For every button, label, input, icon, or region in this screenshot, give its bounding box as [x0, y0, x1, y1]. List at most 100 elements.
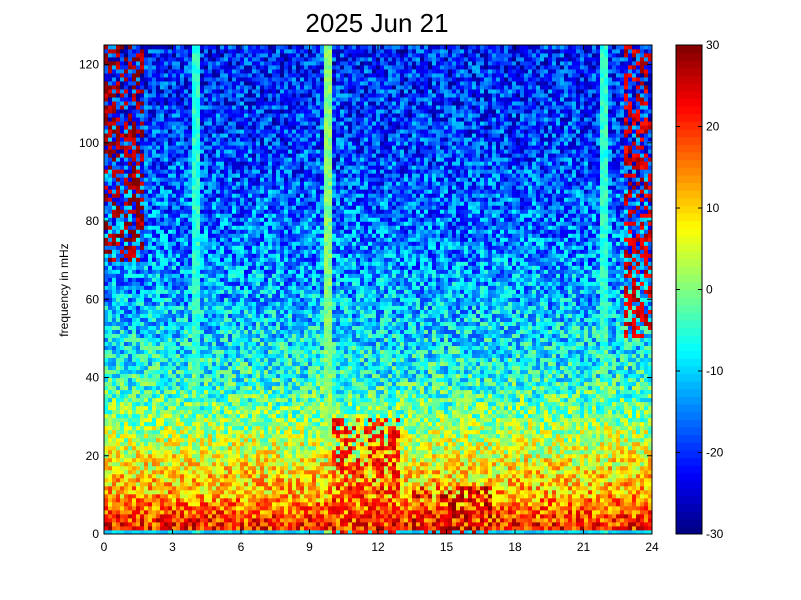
heatmap-cell [208, 293, 213, 298]
heatmap-cell [172, 237, 177, 242]
heatmap-cell [180, 389, 185, 395]
heatmap-cell [128, 525, 133, 531]
heatmap-cell [112, 365, 117, 371]
heatmap-cell [200, 393, 205, 399]
heatmap-cell [180, 225, 185, 230]
heatmap-cell [252, 401, 257, 407]
heatmap-cell [180, 357, 185, 363]
heatmap-cell [136, 221, 141, 226]
heatmap-cell [116, 377, 121, 383]
heatmap-cell [112, 241, 117, 246]
heatmap-cell [112, 249, 117, 254]
heatmap-cell [264, 465, 269, 471]
heatmap-cell [128, 421, 133, 427]
heatmap-cell [136, 57, 141, 62]
heatmap-cell [116, 269, 121, 274]
heatmap-cell [196, 397, 201, 403]
heatmap-cell [172, 429, 177, 435]
heatmap-cell [176, 377, 181, 383]
heatmap-cell [172, 105, 177, 110]
heatmap-cell [192, 57, 197, 62]
heatmap-cell [200, 237, 205, 242]
heatmap-cell [224, 301, 229, 306]
heatmap-cell [128, 173, 133, 178]
heatmap-cell [196, 529, 201, 535]
heatmap-cell [248, 97, 253, 102]
heatmap-cell [228, 141, 233, 146]
heatmap-cell [244, 201, 249, 206]
heatmap-cell [192, 393, 197, 399]
heatmap-cell [136, 109, 141, 114]
heatmap-cell [188, 69, 193, 74]
heatmap-cell [260, 497, 265, 503]
heatmap-cell [212, 473, 217, 479]
heatmap-cell [256, 373, 261, 379]
heatmap-cell [204, 249, 209, 254]
heatmap-cell [104, 265, 109, 270]
heatmap-cell [156, 137, 161, 142]
heatmap-cell [168, 381, 173, 387]
heatmap-cell [172, 489, 177, 495]
heatmap-cell [244, 365, 249, 371]
heatmap-cell [264, 505, 269, 511]
heatmap-cell [200, 69, 205, 74]
heatmap-cell [204, 265, 209, 270]
heatmap-cell [148, 493, 153, 499]
heatmap-cell [244, 85, 249, 90]
heatmap-cell [212, 365, 217, 371]
heatmap-cell [160, 229, 165, 234]
heatmap-cell [240, 505, 245, 511]
heatmap-cell [196, 341, 201, 347]
heatmap-cell [252, 397, 257, 403]
heatmap-cell [232, 133, 237, 138]
heatmap-cell [132, 201, 137, 206]
heatmap-cell [200, 281, 205, 286]
heatmap-cell [144, 433, 149, 439]
heatmap-cell [228, 153, 233, 158]
heatmap-cell [108, 229, 113, 234]
heatmap-cell [108, 409, 113, 415]
heatmap-cell [108, 433, 113, 439]
heatmap-cell [200, 93, 205, 98]
heatmap-cell [208, 185, 213, 190]
heatmap-cell [152, 297, 157, 302]
heatmap-cell [152, 245, 157, 250]
heatmap-cell [216, 81, 221, 86]
heatmap-cell [260, 453, 265, 459]
heatmap-cell [216, 177, 221, 182]
heatmap-cell [204, 477, 209, 483]
heatmap-cell [156, 469, 161, 475]
heatmap-cell [240, 93, 245, 98]
heatmap-cell [172, 453, 177, 459]
heatmap-cell [176, 449, 181, 455]
heatmap-cell [104, 209, 109, 214]
heatmap-cell [228, 513, 233, 519]
heatmap-cell [236, 293, 241, 298]
heatmap-cell [168, 53, 173, 58]
heatmap-cell [176, 61, 181, 66]
heatmap-cell [216, 205, 221, 210]
heatmap-cell [148, 377, 153, 383]
heatmap-cell [216, 85, 221, 90]
heatmap-cell [204, 369, 209, 375]
heatmap-cell [244, 417, 249, 423]
heatmap-cell [172, 305, 177, 310]
heatmap-cell [124, 153, 129, 158]
heatmap-cell [196, 53, 201, 58]
heatmap-cell [124, 177, 129, 182]
heatmap-cell [168, 445, 173, 451]
heatmap-cell [160, 117, 165, 122]
heatmap-cell [108, 269, 113, 274]
heatmap-cell [132, 461, 137, 467]
heatmap-cell [180, 245, 185, 250]
heatmap-cell [204, 509, 209, 515]
heatmap-cell [248, 457, 253, 463]
heatmap-cell [116, 421, 121, 427]
heatmap-cell [188, 253, 193, 258]
heatmap-cell [232, 181, 237, 186]
heatmap-cell [244, 145, 249, 150]
heatmap-cell [152, 381, 157, 387]
heatmap-cell [232, 493, 237, 499]
heatmap-cell [136, 429, 141, 435]
heatmap-cell [108, 161, 113, 166]
